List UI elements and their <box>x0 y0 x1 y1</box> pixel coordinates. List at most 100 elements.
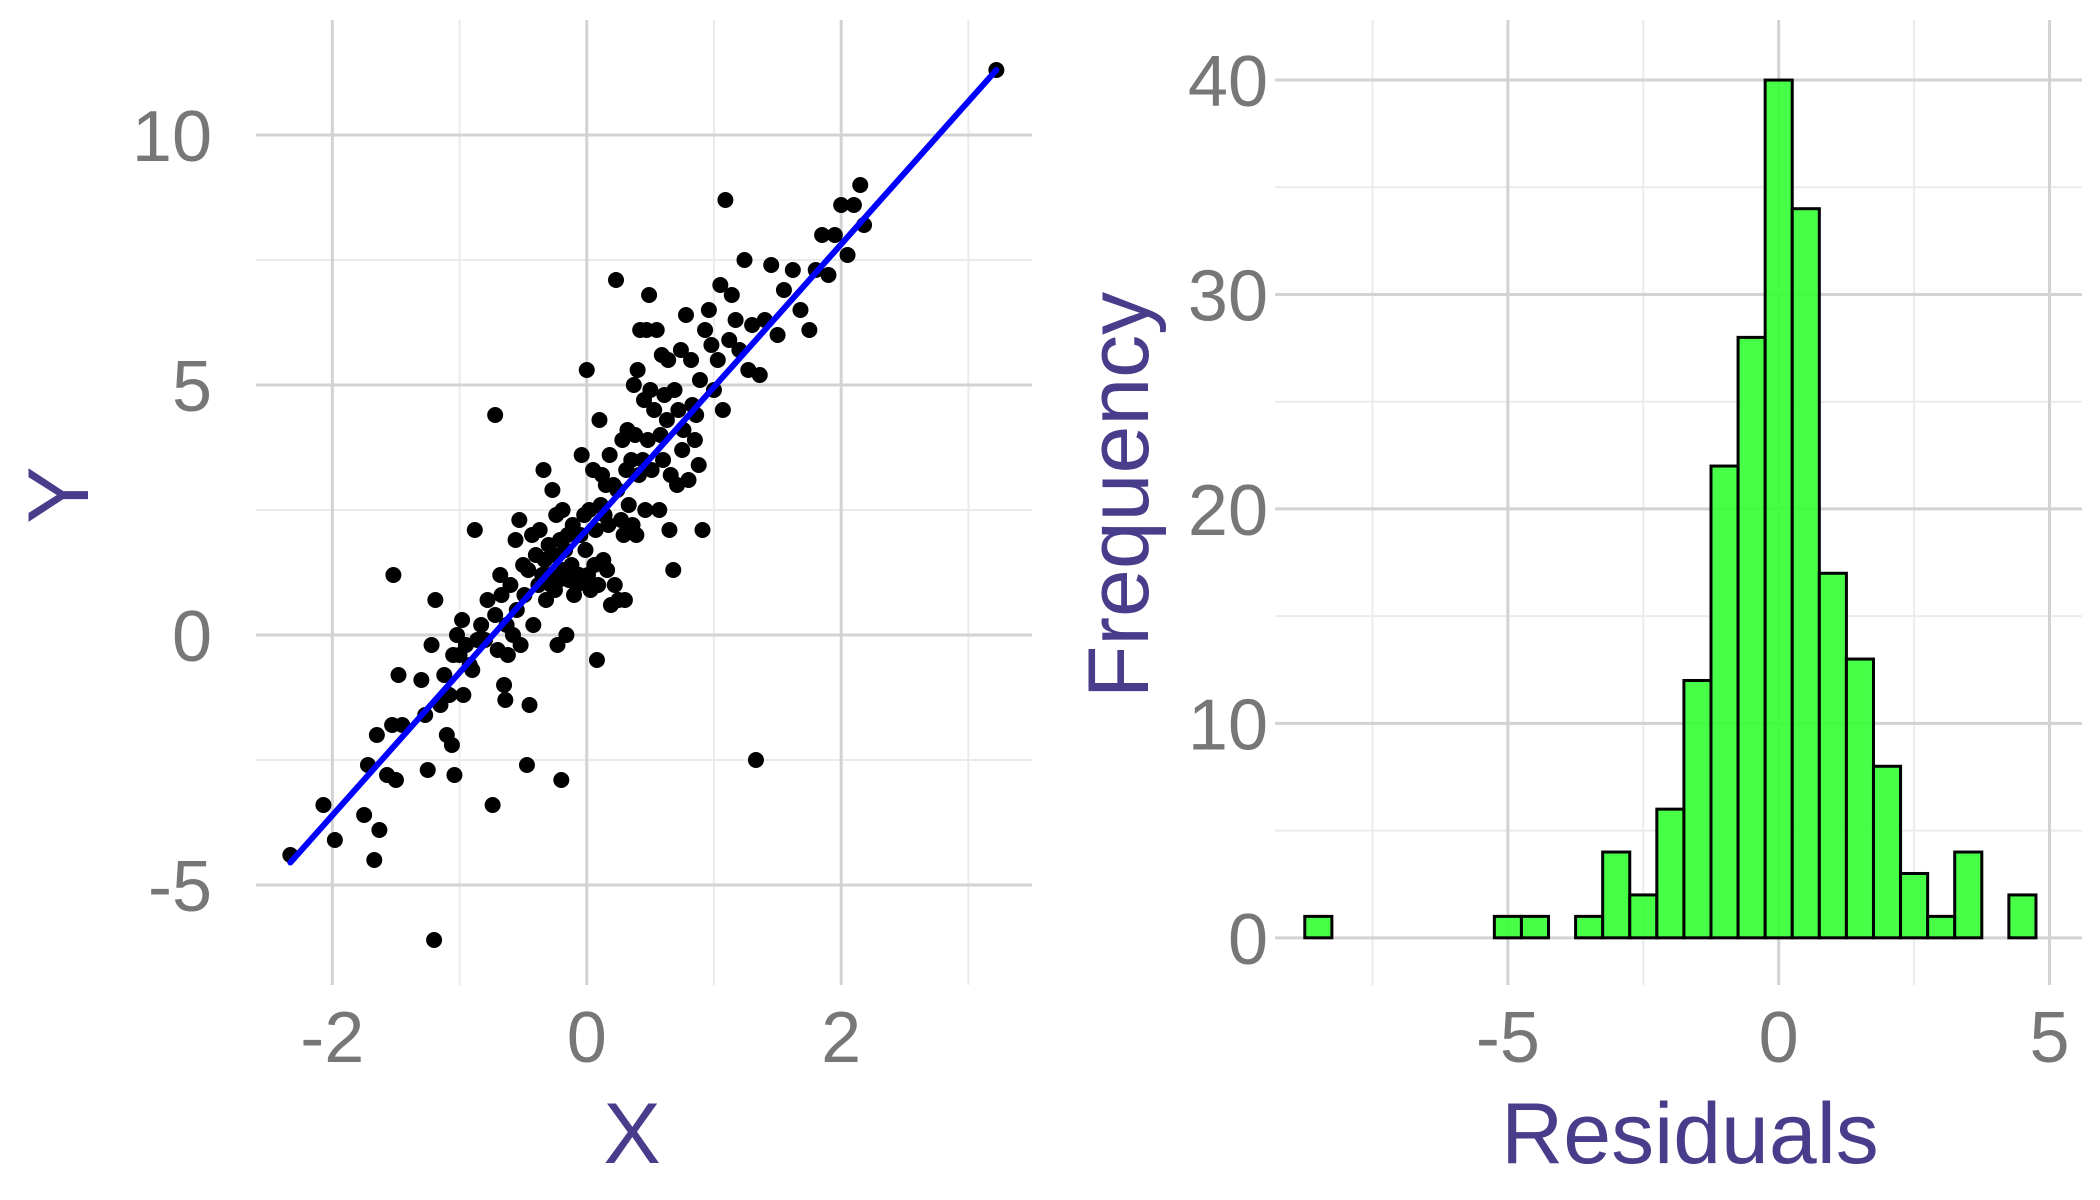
scatter-point <box>665 562 682 578</box>
scatter-point <box>814 227 831 243</box>
scatter-point <box>466 522 483 538</box>
scatter-point <box>423 637 440 653</box>
scatter-point <box>599 562 616 578</box>
scatter-point <box>484 797 501 813</box>
histogram-bar <box>1763 78 1794 940</box>
scatter-point <box>744 317 761 333</box>
scatter-point <box>487 607 504 623</box>
scatter-point <box>356 807 373 823</box>
scatter-point <box>661 522 678 538</box>
scatter-point <box>608 272 625 288</box>
scatter-point <box>639 432 656 448</box>
scatter-point <box>820 267 837 283</box>
scatter-point <box>623 452 640 468</box>
scatter-point <box>658 412 675 428</box>
scatter-y-tick-label: 5 <box>172 347 212 427</box>
scatter-point <box>385 567 402 583</box>
scatter-point <box>627 427 644 443</box>
scatter-point <box>591 412 608 428</box>
scatter-point <box>703 337 720 353</box>
scatter-point <box>521 697 538 713</box>
histogram-x-tick-labels: -5 0 5 <box>1476 998 2070 1078</box>
histogram-x-tick-label: 5 <box>2029 998 2069 1078</box>
scatter-point <box>674 442 691 458</box>
scatter-point <box>628 527 645 543</box>
histogram-y-tick-label: 0 <box>1228 900 1268 980</box>
histogram-bar <box>1899 871 1930 940</box>
scatter-point <box>690 457 707 473</box>
scatter-point <box>852 177 869 193</box>
histogram-y-tick-label: 20 <box>1188 471 1268 551</box>
scatter-point <box>573 447 590 463</box>
scatter-point <box>315 797 332 813</box>
scatter-point <box>492 567 509 583</box>
scatter-point <box>723 287 740 303</box>
scatter-point <box>683 352 700 368</box>
scatter-point <box>473 617 490 633</box>
scatter-point <box>700 302 717 318</box>
scatter-point <box>714 402 731 418</box>
histogram-bar <box>2007 893 2038 940</box>
scatter-x-tick-label: 0 <box>567 998 607 1078</box>
scatter-point <box>839 247 856 263</box>
scatter-panel: -5 0 5 10 -2 0 2 X Y <box>11 20 1032 1182</box>
scatter-point <box>525 617 542 633</box>
scatter-point <box>736 252 753 268</box>
scatter-point <box>670 402 687 418</box>
scatter-point <box>487 407 504 423</box>
scatter-point <box>763 257 780 273</box>
scatter-point <box>643 462 660 478</box>
scatter-point <box>721 332 738 348</box>
scatter-point <box>558 627 575 643</box>
scatter-point <box>697 322 714 338</box>
histogram-bar <box>1871 764 1903 940</box>
scatter-point <box>578 362 595 378</box>
scatter-point <box>499 647 516 663</box>
scatter-point <box>801 322 818 338</box>
histogram-panel: 0 10 20 30 40 -5 0 5 Residuals Frequency <box>1071 20 2082 1182</box>
scatter-point <box>554 502 571 518</box>
scatter-point <box>390 667 407 683</box>
scatter-point <box>642 382 659 398</box>
scatter-y-axis-title: Y <box>11 466 107 523</box>
scatter-point <box>712 277 729 293</box>
scatter-point <box>666 382 683 398</box>
scatter-x-tick-labels: -2 0 2 <box>300 998 861 1078</box>
scatter-point <box>427 592 444 608</box>
scatter-point <box>507 532 524 548</box>
scatter-point <box>577 542 594 558</box>
scatter-y-tick-label: 10 <box>132 97 212 177</box>
scatter-point <box>747 752 764 768</box>
scatter-point <box>677 307 694 323</box>
scatter-point <box>833 197 850 213</box>
histogram-x-tick-label: 0 <box>1759 998 1799 1078</box>
histogram-bar <box>1682 678 1713 940</box>
scatter-point <box>717 192 734 208</box>
scatter-point <box>496 677 513 693</box>
histogram-x-axis-title: Residuals <box>1501 1086 1879 1182</box>
scatter-point <box>606 577 623 593</box>
scatter-point <box>769 327 786 343</box>
histogram-bar <box>1492 914 1523 940</box>
scatter-point <box>479 592 496 608</box>
scatter-point <box>436 667 453 683</box>
histogram-bar <box>1736 335 1767 940</box>
scatter-y-tick-labels: -5 0 5 10 <box>132 97 212 927</box>
scatter-point <box>455 687 472 703</box>
histogram-y-axis-title: Frequency <box>1071 292 1167 698</box>
histogram-bar <box>1709 464 1740 940</box>
scatter-point <box>655 452 672 468</box>
scatter-point <box>845 197 862 213</box>
scatter-point <box>646 402 663 418</box>
scatter-x-tick-label: -2 <box>300 998 364 1078</box>
histogram-x-tick-label: -5 <box>1476 998 1540 1078</box>
scatter-y-tick-label: 0 <box>172 597 212 677</box>
scatter-point <box>413 672 430 688</box>
scatter-point <box>426 932 443 948</box>
scatter-point <box>775 282 792 298</box>
histogram-bars <box>1303 78 2038 940</box>
scatter-point <box>502 577 519 593</box>
scatter-point <box>368 727 385 743</box>
scatter-point <box>419 762 436 778</box>
